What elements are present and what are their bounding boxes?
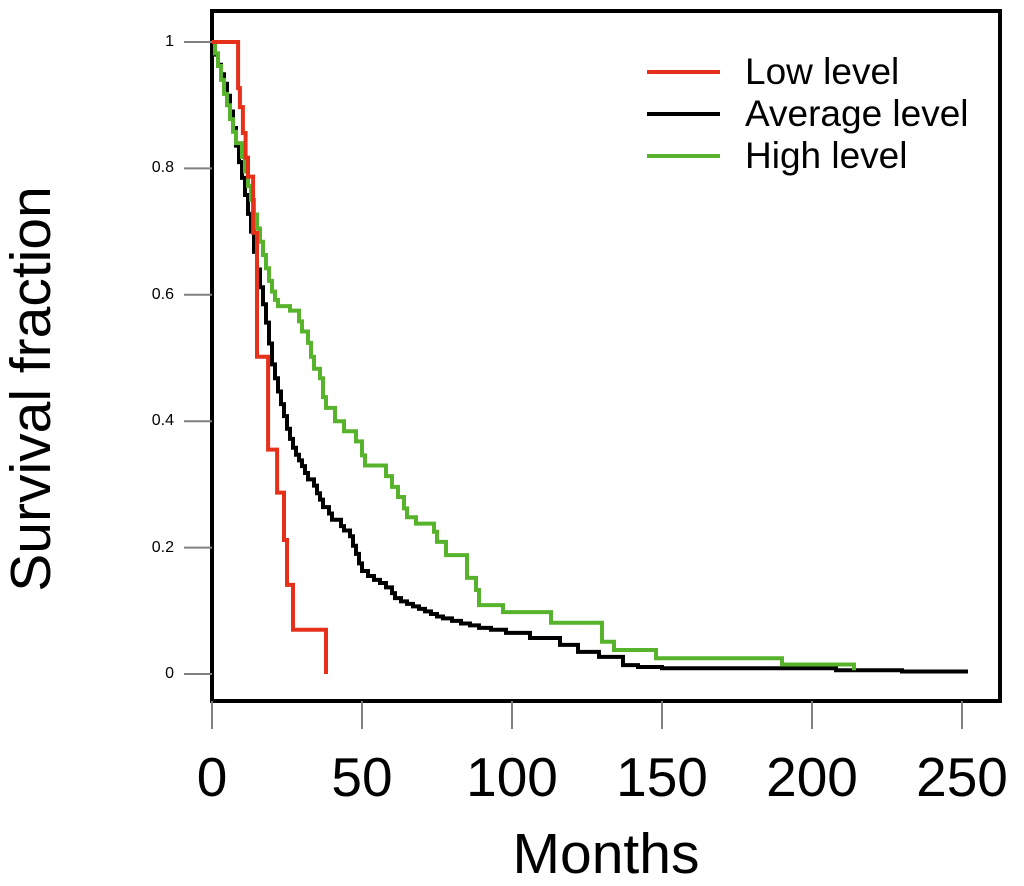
legend-item-low-level: Low level bbox=[640, 51, 969, 93]
legend-label-low-level: Low level bbox=[745, 51, 900, 92]
legend-item-average-level: Average level bbox=[640, 93, 969, 135]
x-tick-label-0: 0 bbox=[196, 746, 228, 808]
x-tick-label-250: 250 bbox=[916, 746, 1008, 808]
x-tick-label-50: 50 bbox=[331, 746, 393, 808]
y-tick-label-0.2: 0.2 bbox=[151, 538, 174, 556]
x-axis-title: Months bbox=[512, 822, 700, 886]
y-tick-label-0.4: 0.4 bbox=[151, 412, 174, 430]
legend-label-high-level: High level bbox=[745, 135, 908, 176]
legend-line-average-level bbox=[647, 112, 720, 116]
plot-border bbox=[210, 9, 1002, 703]
y-tick-label-0: 0 bbox=[165, 665, 174, 682]
y-tick-label-0.8: 0.8 bbox=[151, 159, 174, 177]
y-axis-title: Survival fraction bbox=[0, 186, 63, 592]
curve-low-level bbox=[212, 40, 328, 674]
x-tick-label-200: 200 bbox=[766, 746, 858, 808]
legend-line-low-level bbox=[647, 70, 720, 74]
x-tick-label-100: 100 bbox=[466, 746, 558, 808]
y-tick-label-1: 1 bbox=[165, 33, 174, 50]
curve-average-level bbox=[212, 40, 968, 674]
legend-label-average-level: Average level bbox=[745, 93, 969, 134]
y-tick-label-0.6: 0.6 bbox=[151, 285, 174, 303]
legend-line-high-level bbox=[647, 154, 720, 158]
legend: Low level Average level High level bbox=[640, 51, 969, 177]
curve-high-level bbox=[212, 40, 856, 671]
legend-item-high-level: High level bbox=[640, 135, 969, 177]
x-tick-label-150: 150 bbox=[616, 746, 708, 808]
